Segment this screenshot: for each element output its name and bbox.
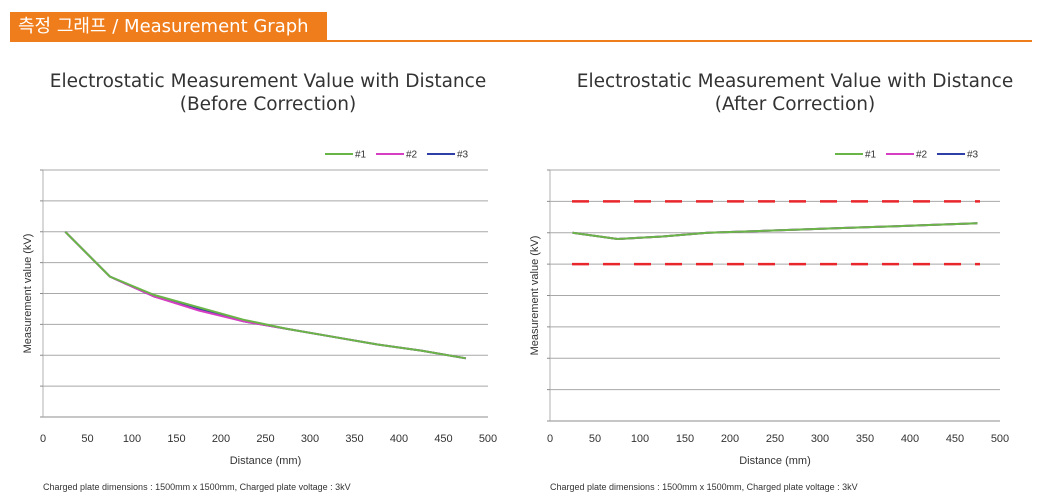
x-tick-label: 350 <box>345 433 363 445</box>
series-line-3 <box>64 231 466 360</box>
x-tick-label: 450 <box>946 433 964 445</box>
chart-title-line: (After Correction) <box>715 94 875 115</box>
x-tick-label: 450 <box>434 433 452 445</box>
header-underline <box>10 40 1032 42</box>
chart-title-line: (Before Correction) <box>180 94 357 115</box>
legend-label-3: #3 <box>967 150 979 161</box>
x-tick-label: 150 <box>676 433 694 445</box>
y-axis-label: Measurement value (kV) <box>529 236 541 356</box>
chart-after-correction: Electrostatic Measurement Value with Dis… <box>529 71 1013 492</box>
chart-footnote: Charged plate dimensions : 1500mm x 1500… <box>43 482 351 492</box>
legend-label-1: #1 <box>355 150 367 161</box>
series-line-1 <box>64 231 466 360</box>
x-tick-label: 0 <box>547 433 553 445</box>
x-tick-label: 100 <box>123 433 141 445</box>
chart-before-correction: Electrostatic Measurement Value with Dis… <box>22 71 497 492</box>
x-tick-label: 350 <box>856 433 874 445</box>
legend-label-2: #2 <box>916 150 928 161</box>
section-title-english: Measurement Graph <box>124 16 309 37</box>
chart-title: Electrostatic Measurement Value with Dis… <box>577 71 1013 115</box>
x-tick-label: 300 <box>301 433 319 445</box>
chart-title: Electrostatic Measurement Value with Dis… <box>50 71 486 115</box>
legend-label-2: #2 <box>406 150 418 161</box>
series-line-2 <box>64 231 466 360</box>
x-tick-label: 500 <box>479 433 497 445</box>
y-axis-label: Measurement value (kV) <box>22 234 34 354</box>
legend-label-1: #1 <box>865 150 877 161</box>
series-line-1 <box>572 222 978 241</box>
chart-title-line: Electrostatic Measurement Value with Dis… <box>577 71 1013 92</box>
x-tick-label: 200 <box>721 433 739 445</box>
x-axis-label: Distance (mm) <box>230 455 302 467</box>
x-tick-label: 300 <box>811 433 829 445</box>
x-tick-label: 500 <box>991 433 1009 445</box>
chart-footnote: Charged plate dimensions : 1500mm x 1500… <box>550 482 858 492</box>
section-title-korean: 측정 그래프 <box>18 16 107 37</box>
x-tick-label: 0 <box>40 433 46 445</box>
x-tick-label: 50 <box>81 433 93 445</box>
x-axis-label: Distance (mm) <box>739 455 811 467</box>
x-tick-label: 250 <box>766 433 784 445</box>
x-tick-label: 250 <box>256 433 274 445</box>
x-tick-label: 150 <box>167 433 185 445</box>
x-tick-label: 100 <box>631 433 649 445</box>
chart-title-line: Electrostatic Measurement Value with Dis… <box>50 71 486 92</box>
section-header-tab: 측정 그래프 / Measurement Graph <box>10 12 327 41</box>
legend-label-3: #3 <box>457 150 469 161</box>
x-tick-label: 400 <box>901 433 919 445</box>
x-tick-label: 200 <box>212 433 230 445</box>
x-tick-label: 50 <box>589 433 601 445</box>
x-tick-label: 400 <box>390 433 408 445</box>
section-title-separator: / <box>106 16 125 37</box>
